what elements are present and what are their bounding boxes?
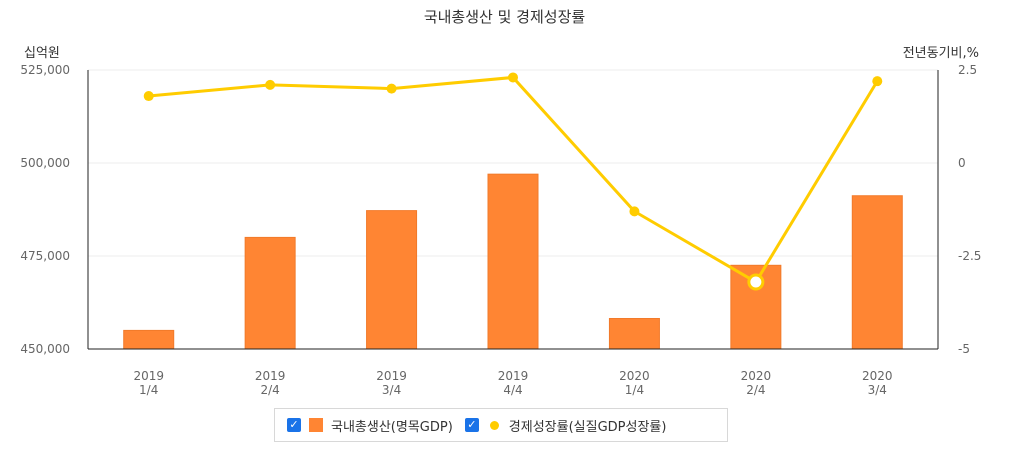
legend-item-growth[interactable]: ✓ 경제성장률(실질GDP성장률) bbox=[464, 416, 667, 435]
x-tick-label: 3/4 bbox=[382, 383, 401, 397]
bar bbox=[123, 329, 175, 350]
bar bbox=[851, 195, 903, 350]
x-tick-label: 2019 bbox=[376, 369, 407, 383]
checkbox-icon[interactable]: ✓ bbox=[287, 418, 301, 432]
legend: ✓ 국내총생산(명목GDP) ✓ 경제성장률(실질GDP성장률) bbox=[274, 408, 728, 442]
x-tick-label: 4/4 bbox=[503, 383, 522, 397]
chart-title: 국내총생산 및 경제성장률 bbox=[423, 8, 586, 26]
left-axis-unit: 십억원 bbox=[24, 46, 60, 61]
bar bbox=[608, 317, 660, 350]
legend-label-growth: 경제성장률(실질GDP성장률) bbox=[508, 419, 667, 435]
x-tick-label: 2/4 bbox=[260, 383, 279, 397]
x-tick-label: 1/4 bbox=[139, 383, 158, 397]
x-tick-label: 2019 bbox=[498, 369, 529, 383]
line-point bbox=[508, 72, 518, 83]
line-point bbox=[143, 91, 154, 102]
line-point bbox=[629, 206, 640, 217]
right-axis-unit: 전년동기비,% bbox=[902, 46, 979, 61]
right-tick-label: 0 bbox=[958, 156, 966, 170]
legend-item-gdp[interactable]: ✓ 국내총생산(명목GDP) bbox=[287, 416, 453, 435]
bar bbox=[366, 210, 418, 350]
x-tick-label: 2019 bbox=[133, 369, 164, 383]
x-tick-label: 2020 bbox=[741, 369, 772, 383]
line-point bbox=[386, 83, 397, 94]
line-point bbox=[872, 76, 883, 87]
x-tick-label: 2019 bbox=[255, 369, 286, 383]
line-point bbox=[265, 79, 276, 90]
bar bbox=[244, 236, 296, 350]
dot-swatch-icon bbox=[489, 420, 499, 430]
x-tick-label: 2020 bbox=[619, 369, 650, 383]
bar-swatch-icon bbox=[309, 418, 323, 432]
checkbox-icon[interactable]: ✓ bbox=[464, 418, 479, 432]
left-tick-label: 500,000 bbox=[20, 156, 70, 170]
left-tick-label: 450,000 bbox=[20, 342, 70, 356]
x-tick-label: 2020 bbox=[862, 369, 893, 383]
left-tick-label: 525,000 bbox=[20, 63, 70, 77]
x-tick-label: 1/4 bbox=[625, 383, 644, 397]
bar bbox=[487, 173, 539, 350]
right-tick-label: 2.5 bbox=[958, 63, 977, 77]
legend-label-gdp: 국내총생산(명목GDP) bbox=[331, 419, 453, 435]
x-tick-label: 2/4 bbox=[746, 383, 765, 397]
right-tick-label: -2.5 bbox=[958, 249, 981, 263]
x-tick-label: 3/4 bbox=[868, 383, 887, 397]
right-tick-label: -5 bbox=[958, 342, 970, 356]
highlighted-point bbox=[747, 273, 765, 291]
left-tick-label: 475,000 bbox=[20, 249, 70, 263]
